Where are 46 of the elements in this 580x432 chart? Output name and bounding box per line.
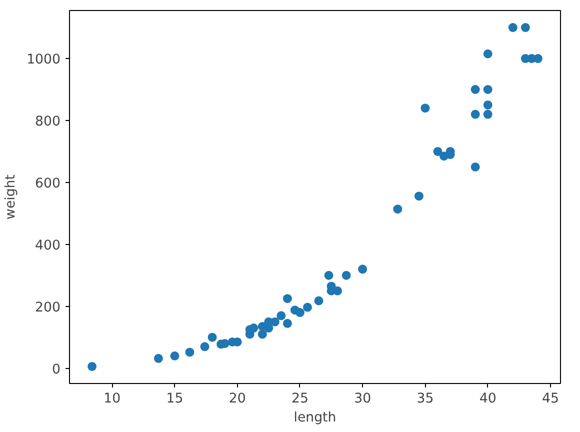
point [276,311,286,320]
point [508,23,518,32]
point [200,342,210,352]
y-tick-label: 0 [52,362,61,378]
point [170,351,180,360]
point [393,204,402,214]
point [282,318,292,328]
point [314,296,324,306]
x-tick-label: 40 [479,392,496,406]
x-tick-label: 15 [166,392,184,406]
point [154,354,163,363]
point [433,146,442,156]
x-tick-label: 10 [104,392,121,406]
y-tick-label: 200 [35,300,61,316]
y-tick-label: 400 [35,238,61,254]
y-tick-label: 800 [35,114,61,130]
x-tick-label: 25 [291,392,308,406]
point [414,192,424,201]
point [483,100,492,110]
y-tick-label: 1000 [26,52,61,68]
point [324,270,334,280]
point [208,332,217,342]
point [483,49,492,58]
point [420,104,430,113]
point [88,362,97,371]
point [342,270,351,280]
point [249,324,258,333]
point [185,348,194,357]
point [483,110,492,119]
x-tick-label: 45 [542,392,559,406]
y-axis-title: weight [4,174,19,220]
point [470,162,480,172]
point [295,308,304,318]
x-axis-title: length [294,410,336,426]
point [302,302,312,312]
x-tick-label: 30 [354,392,372,406]
point [470,85,480,94]
y-tick-label: 600 [35,176,61,192]
point [520,23,530,32]
x-tick-label: 20 [228,392,246,406]
x-tick-label: 35 [416,392,434,406]
point [358,264,368,274]
point [282,294,292,304]
point [470,110,480,119]
point [258,330,267,339]
point [483,85,492,94]
